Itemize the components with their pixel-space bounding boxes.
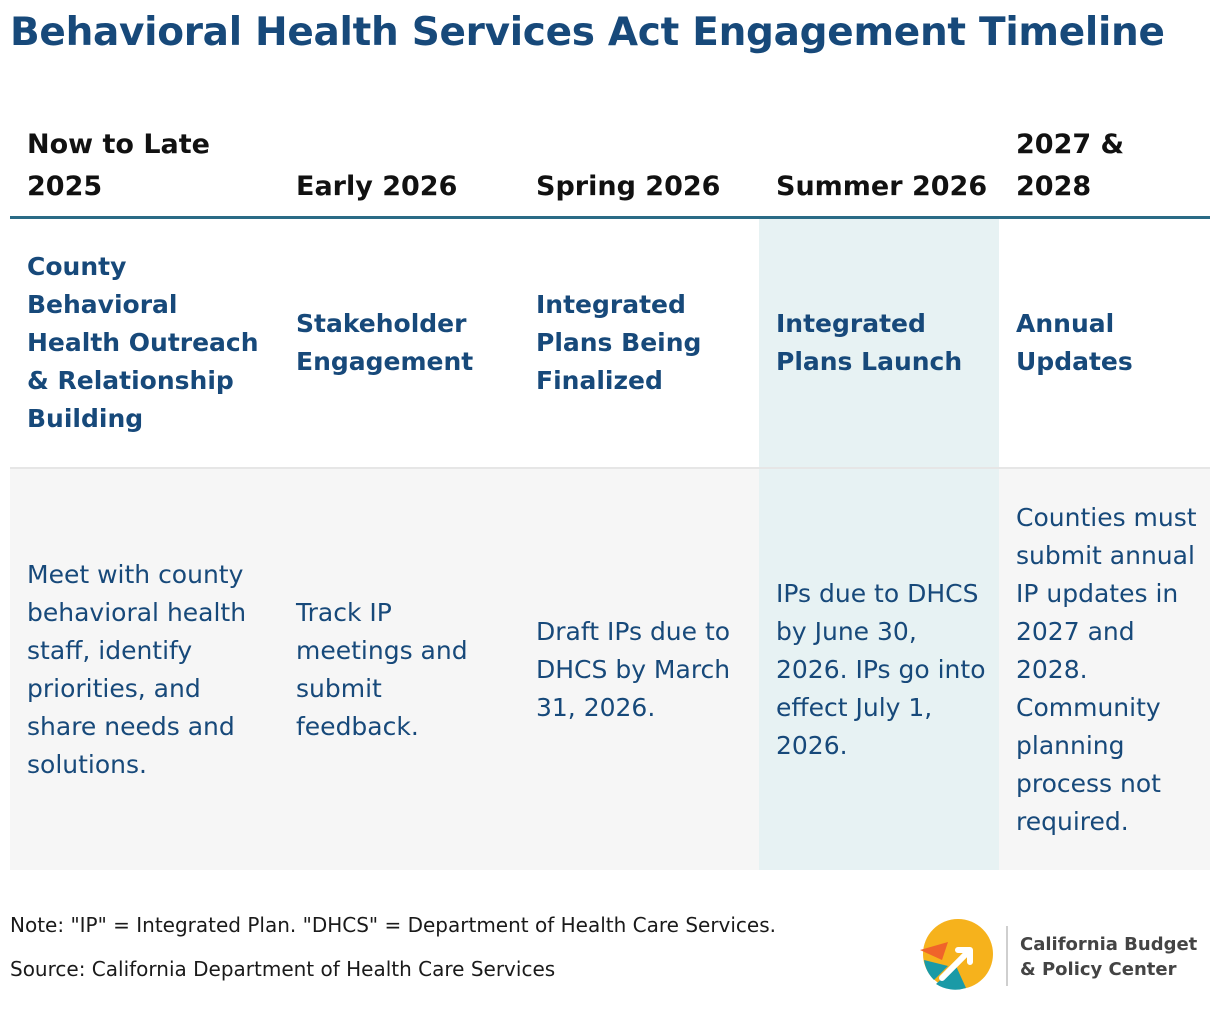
- period-header: Spring 2026: [536, 171, 721, 202]
- org-name-line1: California Budget: [1020, 934, 1198, 955]
- description-cell: Track IP meetings and submit feedback.: [296, 597, 468, 741]
- description-cell: Counties must submit annual IP updates i…: [1016, 502, 1197, 836]
- description-cell-highlighted: IPs due to DHCS by June 30, 2026. IPs go…: [759, 469, 999, 870]
- phase-cell-highlighted: Integrated Plans Launch: [759, 219, 999, 467]
- timeline-table: Now to Late 2025 Early 2026 Spring 2026 …: [10, 110, 1210, 870]
- logo-white-arrow: [939, 947, 973, 981]
- footnote: Note: "IP" = Integrated Plan. "DHCS" = D…: [10, 913, 777, 937]
- page-title: Behavioral Health Services Act Engagemen…: [10, 10, 1165, 55]
- logo-teal-base: [936, 966, 966, 990]
- header-rule: [10, 216, 1210, 219]
- logo-teal-segment: [924, 960, 948, 980]
- org-name-line2: & Policy Center: [1020, 959, 1177, 980]
- period-header: Early 2026: [296, 171, 458, 202]
- phase-cell: Stakeholder Engagement: [296, 309, 474, 376]
- phase-cell: County Behavioral Health Outreach & Rela…: [27, 252, 259, 433]
- period-header: Now to Late 2025: [27, 129, 210, 202]
- phase-cell: Annual Updates: [1016, 309, 1133, 376]
- org-name: California Budget & Policy Center: [1020, 932, 1197, 982]
- logo-orange-arrow: [920, 942, 948, 960]
- description-cell: Meet with county behavioral health staff…: [27, 559, 247, 779]
- cbpc-logo-icon: [920, 919, 993, 990]
- logo-divider: [1006, 926, 1008, 986]
- period-header: Summer 2026: [776, 171, 988, 202]
- description-row: Meet with county behavioral health staff…: [10, 469, 1210, 870]
- phase-cell: Integrated Plans Being Finalized: [536, 290, 702, 395]
- source-note: Source: California Department of Health …: [10, 957, 556, 981]
- period-header-row: Now to Late 2025 Early 2026 Spring 2026 …: [10, 110, 1210, 216]
- description-cell: Draft IPs due to DHCS by March 31, 2026.: [536, 616, 731, 722]
- phase-row: County Behavioral Health Outreach & Rela…: [10, 219, 1210, 469]
- period-header: 2027 & 2028: [1016, 129, 1125, 202]
